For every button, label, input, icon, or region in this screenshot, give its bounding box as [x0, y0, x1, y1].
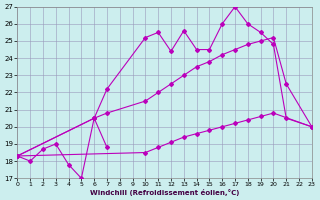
X-axis label: Windchill (Refroidissement éolien,°C): Windchill (Refroidissement éolien,°C) — [90, 189, 239, 196]
